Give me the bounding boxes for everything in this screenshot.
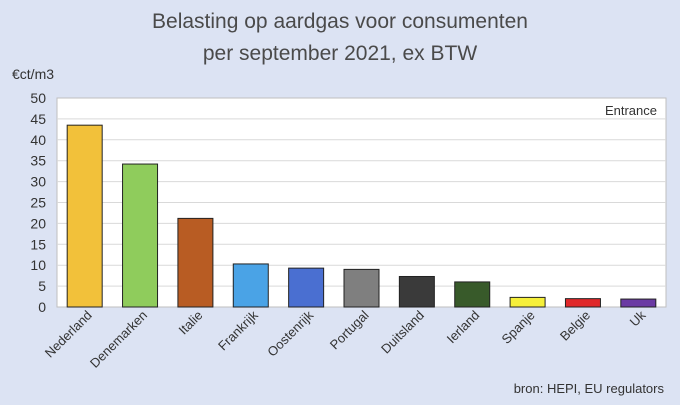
bar-belgie [564,298,601,308]
bar-nederland [66,124,103,308]
x-tick-label: Spanje [498,308,537,347]
y-tick-label: 30 [30,174,46,190]
plot-annotation: Entrance [605,103,657,118]
x-tick-label: Portugal [327,307,372,352]
chart-title: Belasting op aardgas voor consumenten [152,10,528,33]
bar-duitsland [398,275,435,308]
bar-spanje [509,296,546,308]
y-tick-label: 25 [30,195,46,211]
chart-subtitle: per september 2021, ex BTW [202,42,478,65]
x-tick-label: Belgie [557,308,593,344]
bar-ierland [454,281,491,308]
source-note: bron: HEPI, EU regulators [513,381,664,396]
y-tick-label: 35 [30,153,46,169]
y-tick-label: 0 [38,299,46,315]
x-tick-label: Oostenrijk [264,307,316,359]
y-tick-label: 5 [38,278,46,294]
y-tick-label: 15 [30,236,46,252]
y-tick-label: 45 [30,111,46,127]
bar-portugal [343,268,380,308]
bar-uk [620,298,657,308]
x-tick-label: Duitsland [378,308,427,357]
y-axis-label: €ct/m3 [12,66,55,82]
x-tick-label: Ierland [444,308,483,347]
bar-italie [177,217,214,308]
x-tick-label: Nederland [42,308,95,361]
bar-frankrijk [232,263,269,308]
y-tick-label: 10 [30,257,46,273]
y-tick-label: 20 [30,215,46,231]
bar-oostenrijk [288,267,325,308]
bar-denemarken [122,163,159,308]
x-tick-label: Uk [627,307,649,329]
y-tick-label: 50 [30,90,46,106]
x-tick-label: Denemarken [87,308,150,371]
y-tick-label: 40 [30,132,46,148]
x-tick-label: Italie [176,308,206,338]
x-tick-label: Frankrijk [215,307,261,353]
